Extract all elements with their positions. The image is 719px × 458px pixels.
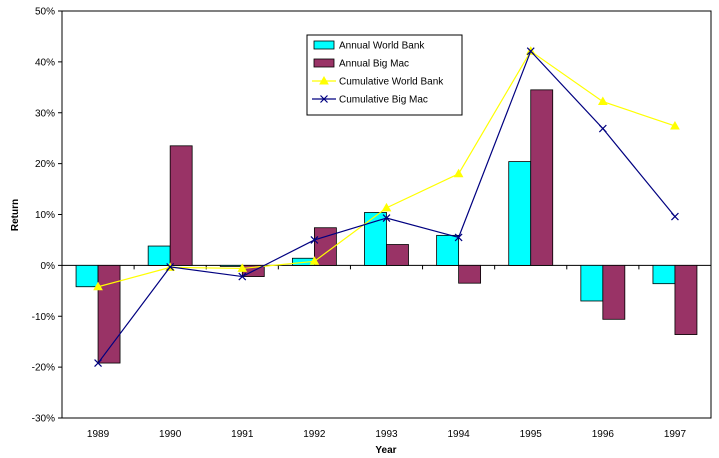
y-tick-label: 40%	[35, 57, 55, 68]
x-tick-label: 1994	[447, 429, 470, 440]
y-tick-label: -20%	[32, 363, 55, 374]
point	[310, 236, 319, 244]
legend-swatch	[313, 40, 335, 50]
point	[309, 256, 320, 265]
bar	[386, 244, 409, 266]
bar	[75, 264, 99, 288]
bar	[674, 264, 698, 335]
bar	[147, 245, 171, 266]
legend-label: Cumulative Big Mac	[339, 95, 428, 106]
y-tick-label: -30%	[32, 414, 55, 425]
bar	[313, 227, 337, 266]
legend-label: Annual Big Mac	[339, 59, 409, 70]
x-tick-label: 1990	[159, 429, 182, 440]
x-tick-label: 1993	[375, 429, 398, 440]
point	[598, 124, 607, 133]
point	[238, 272, 247, 281]
legend-swatch	[313, 58, 335, 68]
point	[597, 96, 608, 106]
bar	[508, 161, 532, 266]
legend: Annual World Bank Annual Big Mac Cumulativ…	[306, 34, 463, 116]
x-axis-title: Year	[375, 445, 396, 456]
bar	[97, 264, 121, 364]
point	[93, 281, 103, 291]
point	[166, 262, 175, 271]
point	[319, 75, 329, 85]
y-tick-label: 20%	[35, 159, 55, 170]
x-tick-label: 1989	[87, 429, 110, 440]
point	[320, 95, 328, 103]
point	[670, 120, 680, 130]
bar	[602, 264, 626, 320]
bar	[458, 264, 482, 284]
bar	[652, 264, 676, 285]
point	[382, 214, 391, 222]
bar	[580, 264, 604, 302]
legend-label: Annual World Bank	[339, 41, 425, 52]
y-axis-title: Return	[10, 199, 21, 231]
y-tick-label: 30%	[35, 108, 55, 119]
point	[94, 359, 102, 367]
bar	[364, 212, 387, 266]
y-tick-label: -10%	[32, 312, 55, 323]
x-tick-label: 1995	[520, 429, 543, 440]
x-tick-label: 1997	[664, 429, 687, 440]
bar	[530, 89, 554, 266]
bar	[169, 145, 193, 266]
point	[453, 168, 464, 178]
point	[526, 47, 535, 56]
bar	[219, 264, 243, 267]
lines	[93, 46, 680, 367]
y-axis: -30% -20% -10% 0% 10% 20% 30% 40% 50%	[32, 7, 712, 425]
y-tick-label: 50%	[35, 7, 55, 18]
point	[671, 212, 679, 221]
y-tick-label: 10%	[35, 210, 55, 221]
x-tick-label: 1996	[592, 429, 615, 440]
bar	[436, 234, 460, 266]
bars	[75, 89, 698, 364]
point	[381, 202, 392, 212]
y-tick-label: 0%	[41, 261, 56, 272]
point	[237, 263, 248, 272]
legend-label: Cumulative World Bank	[339, 77, 444, 88]
point	[454, 233, 463, 242]
x-tick-label: 1992	[303, 429, 326, 440]
x-tick-label: 1991	[231, 429, 254, 440]
